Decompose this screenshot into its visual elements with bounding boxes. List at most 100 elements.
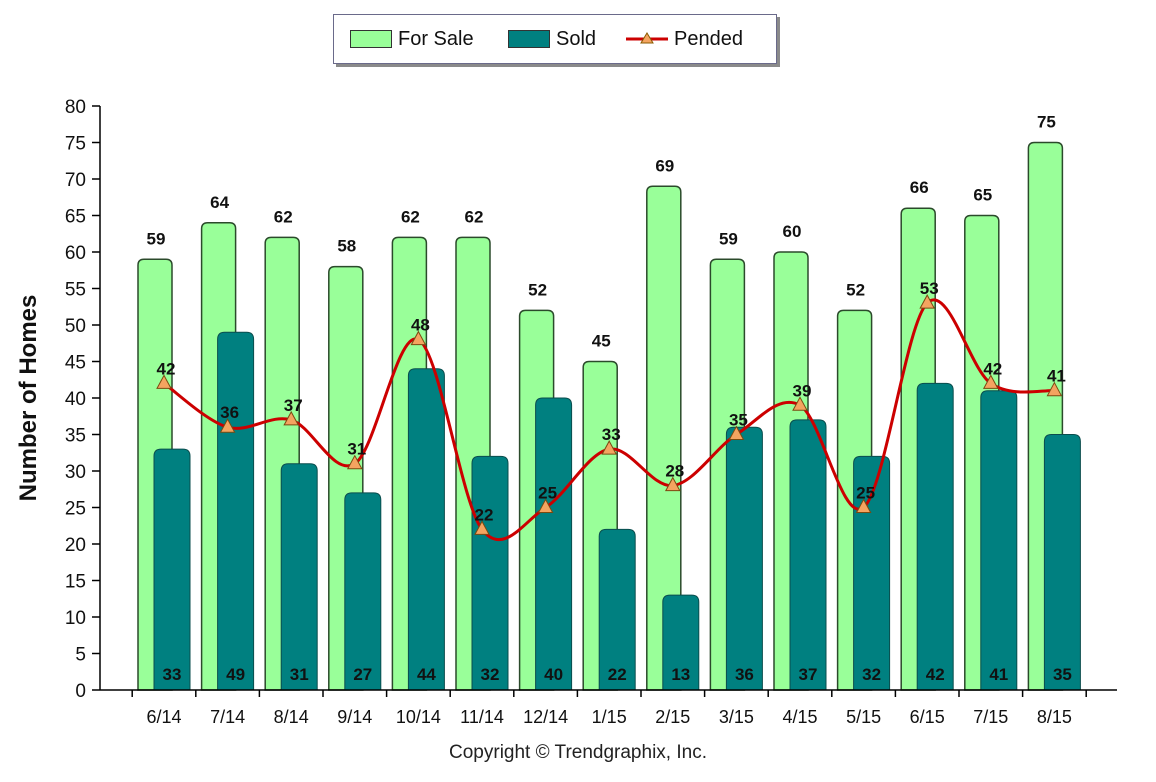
sold-value-label: 40 xyxy=(544,665,563,684)
pended-value-label: 28 xyxy=(665,462,684,481)
sold-bar xyxy=(980,390,1018,691)
legend-item-sold: Sold xyxy=(508,27,596,51)
sold-swatch xyxy=(508,30,550,48)
legend-item-for-sale: For Sale xyxy=(350,27,474,51)
for-sale-value-label: 62 xyxy=(465,207,484,226)
sold-value-label: 31 xyxy=(290,665,309,684)
y-tick-label: 35 xyxy=(65,426,86,447)
pended-value-label: 35 xyxy=(729,411,748,430)
sold-value-label: 33 xyxy=(163,665,182,684)
for-sale-value-label: 52 xyxy=(846,280,865,299)
sold-bar xyxy=(344,492,382,691)
y-tick-label: 40 xyxy=(65,389,86,410)
pended-point-marker xyxy=(537,498,554,513)
legend-label-for-sale: For Sale xyxy=(398,27,474,50)
x-tick-label: 3/15 xyxy=(719,707,754,727)
y-tick-label: 10 xyxy=(65,608,86,629)
sold-value-label: 35 xyxy=(1053,665,1072,684)
for-sale-value-label: 69 xyxy=(655,156,674,175)
pended-point-marker xyxy=(601,440,618,455)
y-tick-label: 60 xyxy=(65,243,86,264)
y-tick-label: 65 xyxy=(65,207,86,228)
x-tick-label: 8/14 xyxy=(274,707,309,727)
y-tick-label: 45 xyxy=(65,353,86,374)
pended-point-marker xyxy=(346,454,363,470)
x-tick-label: 4/15 xyxy=(782,707,817,727)
y-tick-label: 20 xyxy=(65,535,86,556)
for-sale-value-label: 62 xyxy=(274,207,293,226)
pended-point-marker xyxy=(664,476,681,492)
pended-series xyxy=(156,294,1063,542)
for-sale-swatch xyxy=(350,30,392,48)
x-tick-label: 9/14 xyxy=(337,707,372,727)
y-tick-label: 80 xyxy=(65,97,86,118)
sold-value-label: 27 xyxy=(353,665,372,684)
pended-point-marker xyxy=(219,418,236,433)
for-sale-bar xyxy=(646,185,682,691)
pended-value-label: 37 xyxy=(284,396,303,415)
x-tick-label: 1/15 xyxy=(592,707,627,727)
sold-bar xyxy=(662,594,700,691)
pended-point-marker xyxy=(982,374,999,389)
y-tick-label: 15 xyxy=(65,572,86,593)
data-labels: 59 64 62 58 62 62 52 45 69 59 60 52 66 65 75 33 49 31 27 44… xyxy=(147,113,1072,685)
pended-point-marker xyxy=(855,498,872,513)
pended-value-label: 33 xyxy=(602,425,621,444)
sold-bar xyxy=(217,331,255,691)
pended-value-label: 48 xyxy=(411,316,430,335)
sold-value-label: 37 xyxy=(799,665,818,684)
sold-bar xyxy=(725,426,763,691)
legend-label-pended: Pended xyxy=(674,27,743,50)
pended-value-label: 22 xyxy=(475,505,494,524)
legend: For Sale Sold Pended xyxy=(333,14,777,64)
y-axis-label: Number of Homes xyxy=(15,295,42,502)
sold-bar xyxy=(471,455,509,691)
pended-value-label: 25 xyxy=(856,484,875,503)
sold-bar xyxy=(280,463,318,691)
sold-bar xyxy=(535,397,573,691)
pended-value-label: 42 xyxy=(983,359,1002,378)
x-tick-label: 7/15 xyxy=(973,707,1008,727)
pended-point-marker xyxy=(410,330,427,346)
y-tick-label: 55 xyxy=(65,280,86,301)
pended-value-label: 41 xyxy=(1047,367,1066,386)
for-sale-value-label: 65 xyxy=(973,186,992,205)
sold-bar xyxy=(1043,434,1081,691)
sold-bars xyxy=(153,331,1081,691)
for-sale-value-label: 52 xyxy=(528,280,547,299)
legend-item-pended: Pended xyxy=(626,27,743,51)
for-sale-value-label: 60 xyxy=(783,222,802,241)
pended-point-marker xyxy=(156,374,172,389)
y-tick-label: 25 xyxy=(65,499,86,520)
pended-value-label: 53 xyxy=(920,279,939,298)
copyright-text: Copyright © Trendgraphix, Inc. xyxy=(449,742,707,763)
sold-value-label: 42 xyxy=(926,665,945,684)
for-sale-value-label: 66 xyxy=(910,178,929,197)
for-sale-value-label: 59 xyxy=(719,229,738,248)
x-tick-label: 10/14 xyxy=(396,707,441,727)
x-tick-label: 6/15 xyxy=(910,707,945,727)
for-sale-value-label: 45 xyxy=(592,332,611,351)
x-tick-label: 8/15 xyxy=(1037,707,1072,727)
sold-value-label: 22 xyxy=(608,665,627,684)
y-tick-label: 0 xyxy=(75,681,86,702)
pended-value-label: 39 xyxy=(793,381,812,400)
sold-value-label: 13 xyxy=(671,665,690,684)
sold-value-label: 32 xyxy=(481,665,500,684)
sold-value-label: 41 xyxy=(989,665,1008,684)
y-tick-label: 50 xyxy=(65,316,86,337)
pended-point-marker xyxy=(283,410,300,426)
pended-line-swatch-icon xyxy=(626,32,668,44)
sold-bar xyxy=(598,528,636,691)
for-sale-value-label: 62 xyxy=(401,207,420,226)
x-tick-label: 6/14 xyxy=(146,707,181,727)
sold-bar xyxy=(407,368,445,691)
legend-label-sold: Sold xyxy=(556,27,597,50)
sold-value-label: 49 xyxy=(226,665,245,684)
x-tick-label: 2/15 xyxy=(655,707,690,727)
x-tick-label: 12/14 xyxy=(523,707,568,727)
pended-value-label: 25 xyxy=(538,484,557,503)
x-tick-label: 11/14 xyxy=(460,707,504,727)
pended-point-marker xyxy=(474,520,490,535)
